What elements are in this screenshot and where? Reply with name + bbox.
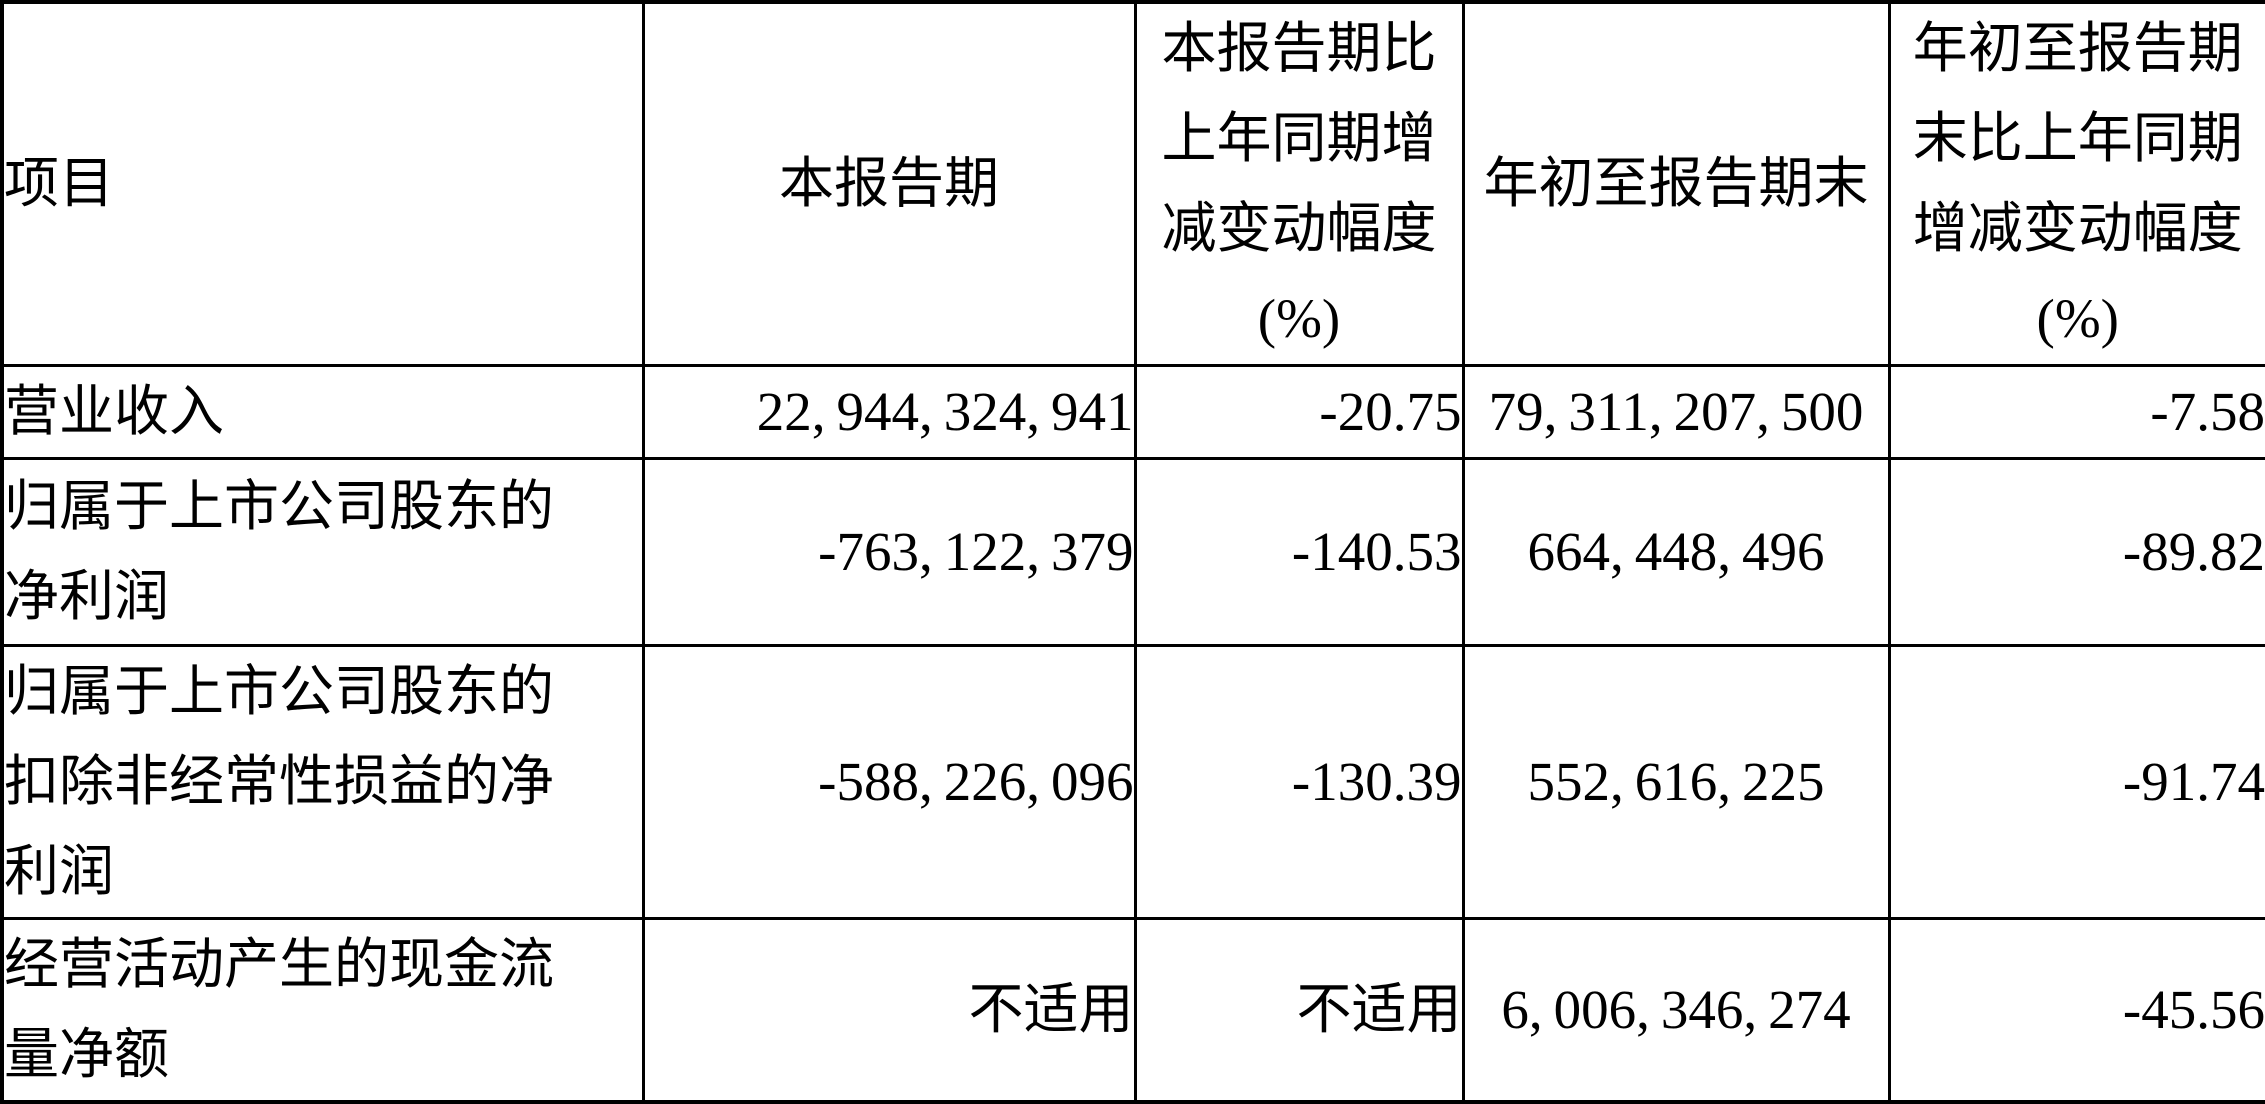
table-row: 经营活动产生的现金流 量净额 不适用 不适用 6, 006, 346, 274 … [0, 917, 2265, 1104]
cell-current-period: 不适用 [641, 917, 1137, 1104]
cell-current-period-change: 不适用 [1133, 917, 1465, 1104]
table-row: 营业收入 22, 944, 324, 941 -20.75 79, 311, 2… [0, 364, 2265, 460]
cell-current-period: 22, 944, 324, 941 [641, 364, 1137, 460]
header-current-period-change: 本报告期比 上年同期增 减变动幅度 (%) [1133, 0, 1465, 367]
cell-ytd: 6, 006, 346, 274 [1461, 917, 1891, 1104]
cell-ytd-change: -91.74 [1887, 644, 2265, 920]
cell-ytd-change: -7.58 [1887, 364, 2265, 460]
cell-current-period: -763, 122, 379 [641, 457, 1137, 647]
cell-item-label: 归属于上市公司股东的 净利润 [0, 457, 645, 647]
cell-ytd: 552, 616, 225 [1461, 644, 1891, 920]
cell-current-period-change: -140.53 [1133, 457, 1465, 647]
header-ytd-change: 年初至报告期 末比上年同期 增减变动幅度 (%) [1887, 0, 2265, 367]
table-row: 归属于上市公司股东的 扣除非经常性损益的净 利润 -588, 226, 096 … [0, 644, 2265, 920]
cell-current-period-change: -130.39 [1133, 644, 1465, 920]
cell-ytd-change: -89.82 [1887, 457, 2265, 647]
cell-ytd-change: -45.56 [1887, 917, 2265, 1104]
cell-current-period: -588, 226, 096 [641, 644, 1137, 920]
cell-ytd: 664, 448, 496 [1461, 457, 1891, 647]
header-item: 项目 [0, 0, 645, 367]
table-header-row: 项目 本报告期 本报告期比 上年同期增 减变动幅度 (%) 年初至报告期末 年初… [0, 0, 2265, 367]
cell-item-label: 营业收入 [0, 364, 645, 460]
cell-item-label: 归属于上市公司股东的 扣除非经常性损益的净 利润 [0, 644, 645, 920]
table-row: 归属于上市公司股东的 净利润 -763, 122, 379 -140.53 66… [0, 457, 2265, 647]
cell-item-label: 经营活动产生的现金流 量净额 [0, 917, 645, 1104]
cell-current-period-change: -20.75 [1133, 364, 1465, 460]
header-current-period: 本报告期 [641, 0, 1137, 367]
cell-ytd: 79, 311, 207, 500 [1461, 364, 1891, 460]
header-ytd: 年初至报告期末 [1461, 0, 1891, 367]
